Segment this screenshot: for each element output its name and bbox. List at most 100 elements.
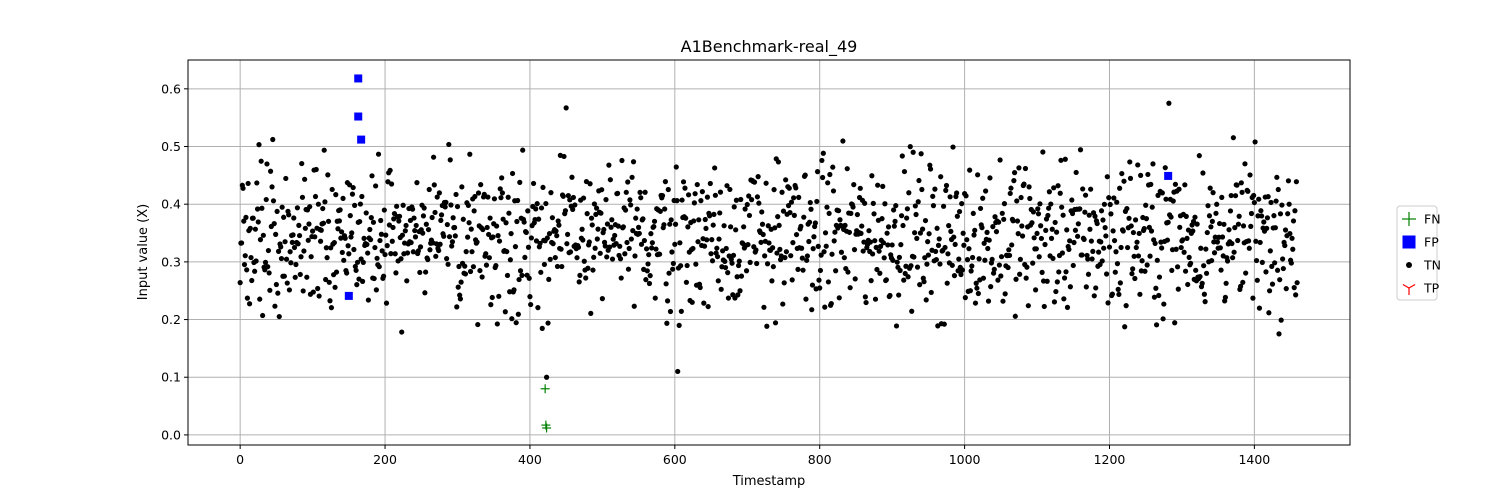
tn-point [866, 228, 872, 234]
tn-point [1077, 147, 1084, 153]
tn-point [1006, 252, 1013, 259]
tn-point [1064, 304, 1071, 310]
tn-point [1280, 256, 1286, 262]
tn-point [667, 221, 673, 227]
fn-point [542, 423, 552, 433]
tn-point [804, 253, 810, 259]
tn-point [959, 267, 966, 273]
tn-point [795, 266, 801, 272]
tn-point [1228, 192, 1234, 199]
tn-point [408, 239, 414, 246]
tn-point [352, 263, 358, 270]
tn-point [382, 251, 388, 258]
tn-point [1085, 271, 1092, 277]
tn-point [625, 179, 631, 185]
tn-point [288, 260, 294, 266]
tn-point [1123, 303, 1129, 309]
tn-point [775, 214, 781, 220]
tn-point [310, 289, 316, 295]
tn-point [1018, 194, 1024, 201]
tn-point [1031, 235, 1037, 241]
tn-point [593, 205, 600, 211]
tn-point [636, 224, 642, 230]
tn-point [1238, 283, 1244, 289]
tn-point [1059, 250, 1065, 256]
tn-point [946, 223, 952, 229]
tn-point [1046, 189, 1052, 195]
tn-point [971, 232, 977, 238]
tn-point [657, 251, 663, 257]
tn-point [1112, 269, 1118, 275]
tn-point [1114, 261, 1121, 267]
tn-point [1101, 201, 1108, 207]
tn-point [1082, 209, 1088, 215]
tn-point [1194, 221, 1200, 227]
tn-point [806, 238, 812, 245]
tn-point [628, 236, 634, 242]
tn-point [1087, 226, 1093, 232]
tn-point [964, 237, 970, 243]
tn-point [1108, 211, 1114, 217]
tn-point [949, 262, 955, 268]
tn-point [1148, 181, 1154, 187]
tn-point [1079, 252, 1085, 258]
tn-point [770, 264, 776, 270]
tn-point [893, 203, 899, 209]
tn-point [793, 231, 800, 238]
tn-point [494, 223, 500, 229]
tn-point [1090, 248, 1096, 254]
tn-point [731, 204, 737, 210]
tn-point [618, 275, 624, 281]
tn-point [637, 189, 643, 195]
tn-point [1030, 260, 1036, 266]
tn-point [943, 182, 950, 189]
tn-point [717, 210, 723, 216]
tn-point [901, 168, 908, 175]
tn-point [1012, 313, 1018, 319]
tn-point [438, 212, 445, 218]
tn-point [1283, 286, 1289, 292]
tn-point [1230, 135, 1236, 141]
tn-point [615, 223, 621, 229]
tn-point [383, 232, 389, 238]
tn-point [270, 136, 276, 143]
tn-point [1282, 242, 1288, 249]
tn-point [643, 277, 649, 283]
tn-point [633, 215, 639, 221]
tn-point [868, 278, 874, 284]
tn-point [1203, 270, 1210, 276]
tn-point [822, 230, 829, 236]
tn-point [1145, 171, 1151, 178]
tn-point [692, 191, 698, 197]
tn-point [282, 239, 288, 245]
tn-point [562, 208, 569, 214]
tn-point [602, 243, 608, 249]
tn-point [723, 245, 729, 252]
fp-point [354, 74, 363, 83]
tn-point [417, 269, 423, 276]
tn-point [704, 237, 710, 243]
tn-point [735, 262, 742, 269]
tn-point [1266, 310, 1272, 316]
tn-point [577, 272, 583, 278]
tn-point [702, 216, 708, 223]
tn-point [1232, 193, 1239, 199]
tn-point [520, 147, 526, 153]
tn-point [599, 296, 605, 302]
tn-point [874, 266, 880, 273]
tn-point [922, 255, 928, 261]
tn-point [1183, 213, 1189, 219]
tn-point [273, 231, 279, 237]
tn-point [1163, 196, 1169, 202]
tn-point [670, 266, 676, 272]
tn-point [558, 246, 564, 252]
tn-point [550, 241, 556, 247]
tn-point [783, 249, 789, 255]
tn-point [847, 285, 853, 291]
tn-point [570, 206, 576, 212]
tn-point [781, 280, 787, 286]
tn-point [733, 227, 739, 233]
tn-point [638, 241, 645, 247]
tn-point [933, 248, 939, 255]
tn-point [941, 321, 947, 327]
